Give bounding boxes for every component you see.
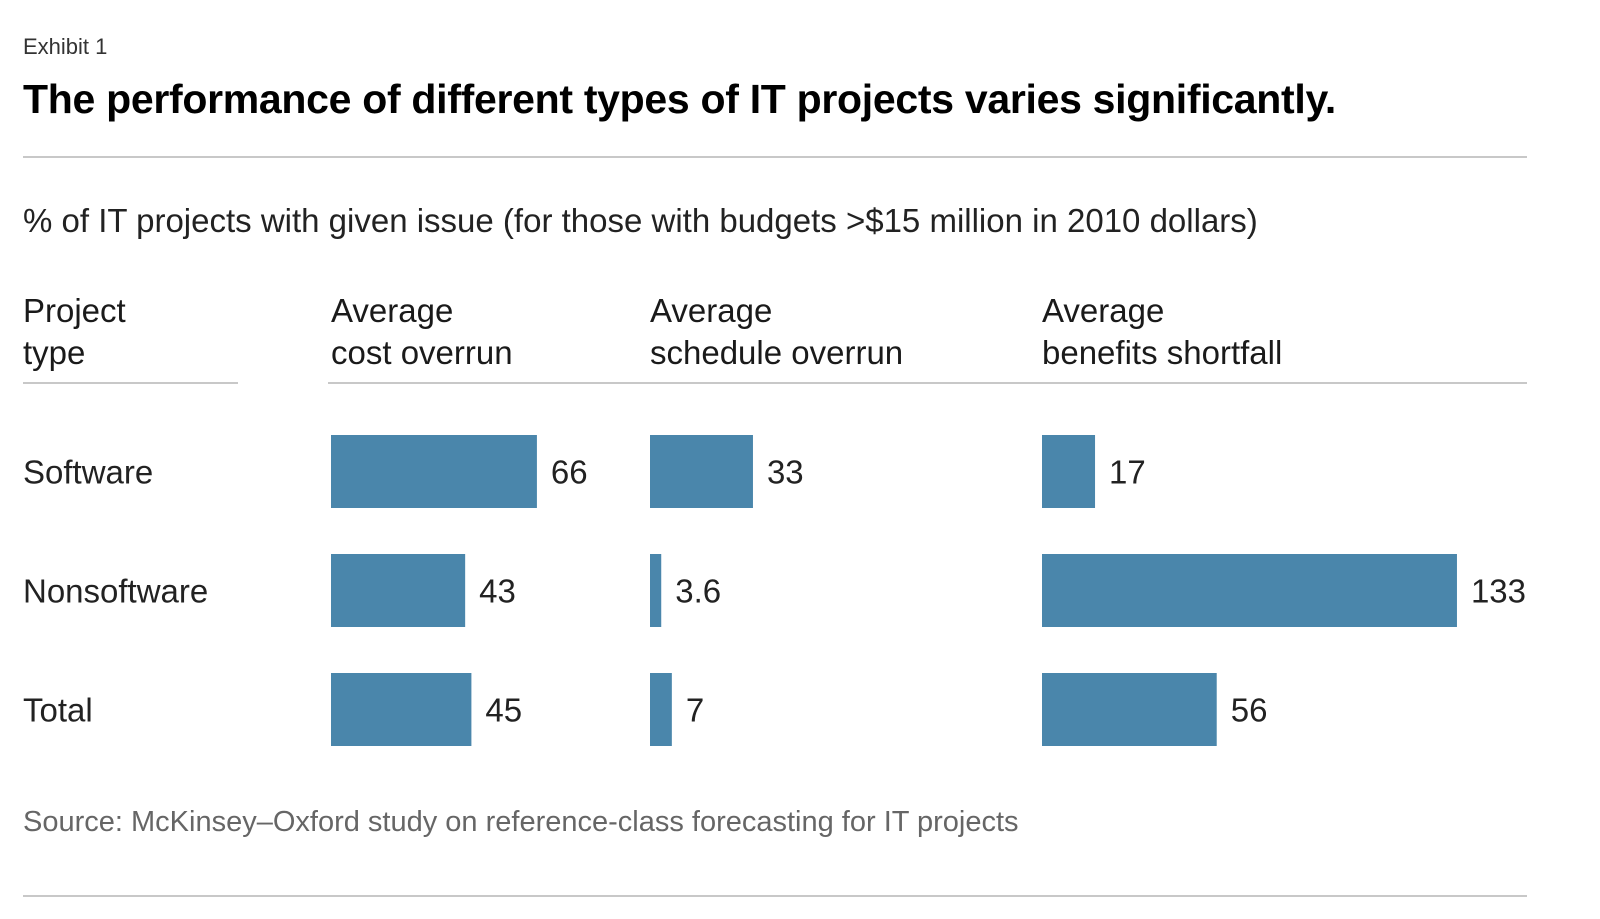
bar-benefits-software: [1042, 435, 1096, 508]
bar-cost-software: [331, 435, 537, 508]
value-label-schedule-nonsoftware: 3.6: [675, 573, 721, 610]
value-label-benefits-total: 56: [1231, 692, 1268, 729]
chart-subtitle: % of IT projects with given issue (for t…: [23, 202, 1258, 239]
exhibit-label: Exhibit 1: [23, 34, 108, 59]
value-label-benefits-nonsoftware: 133: [1471, 573, 1526, 610]
value-label-schedule-software: 33: [767, 454, 804, 491]
row-label-nonsoftware: Nonsoftware: [23, 573, 208, 610]
top-rule: [23, 156, 1527, 158]
value-label-cost-total: 45: [485, 692, 522, 729]
bar-schedule-nonsoftware: [650, 554, 662, 627]
bar-schedule-total: [650, 673, 672, 746]
col-header-schedule: Average schedule overrun: [650, 292, 904, 371]
bar-benefits-total: [1042, 673, 1217, 746]
bottom-rule: [23, 895, 1527, 897]
bar-benefits-nonsoftware: [1042, 554, 1457, 627]
row-header: Project type: [23, 292, 126, 371]
value-label-cost-nonsoftware: 43: [479, 573, 516, 610]
value-label-benefits-software: 17: [1109, 454, 1146, 491]
value-label-cost-software: 66: [551, 454, 588, 491]
bar-cost-total: [331, 673, 472, 746]
header-rule-right: [328, 382, 1527, 384]
source-note: Source: McKinsey–Oxford study on referen…: [23, 806, 1019, 838]
bar-cost-nonsoftware: [331, 554, 466, 627]
header-rule-left: [23, 382, 238, 384]
row-label-software: Software: [23, 454, 153, 491]
col-header-benefits: Average benefits shortfall: [1042, 292, 1283, 371]
row-label-total: Total: [23, 692, 93, 729]
chart-title: The performance of different types of IT…: [23, 76, 1337, 122]
value-label-schedule-total: 7: [686, 692, 704, 729]
col-header-cost: Average cost overrun: [331, 292, 513, 371]
bar-schedule-software: [650, 435, 753, 508]
